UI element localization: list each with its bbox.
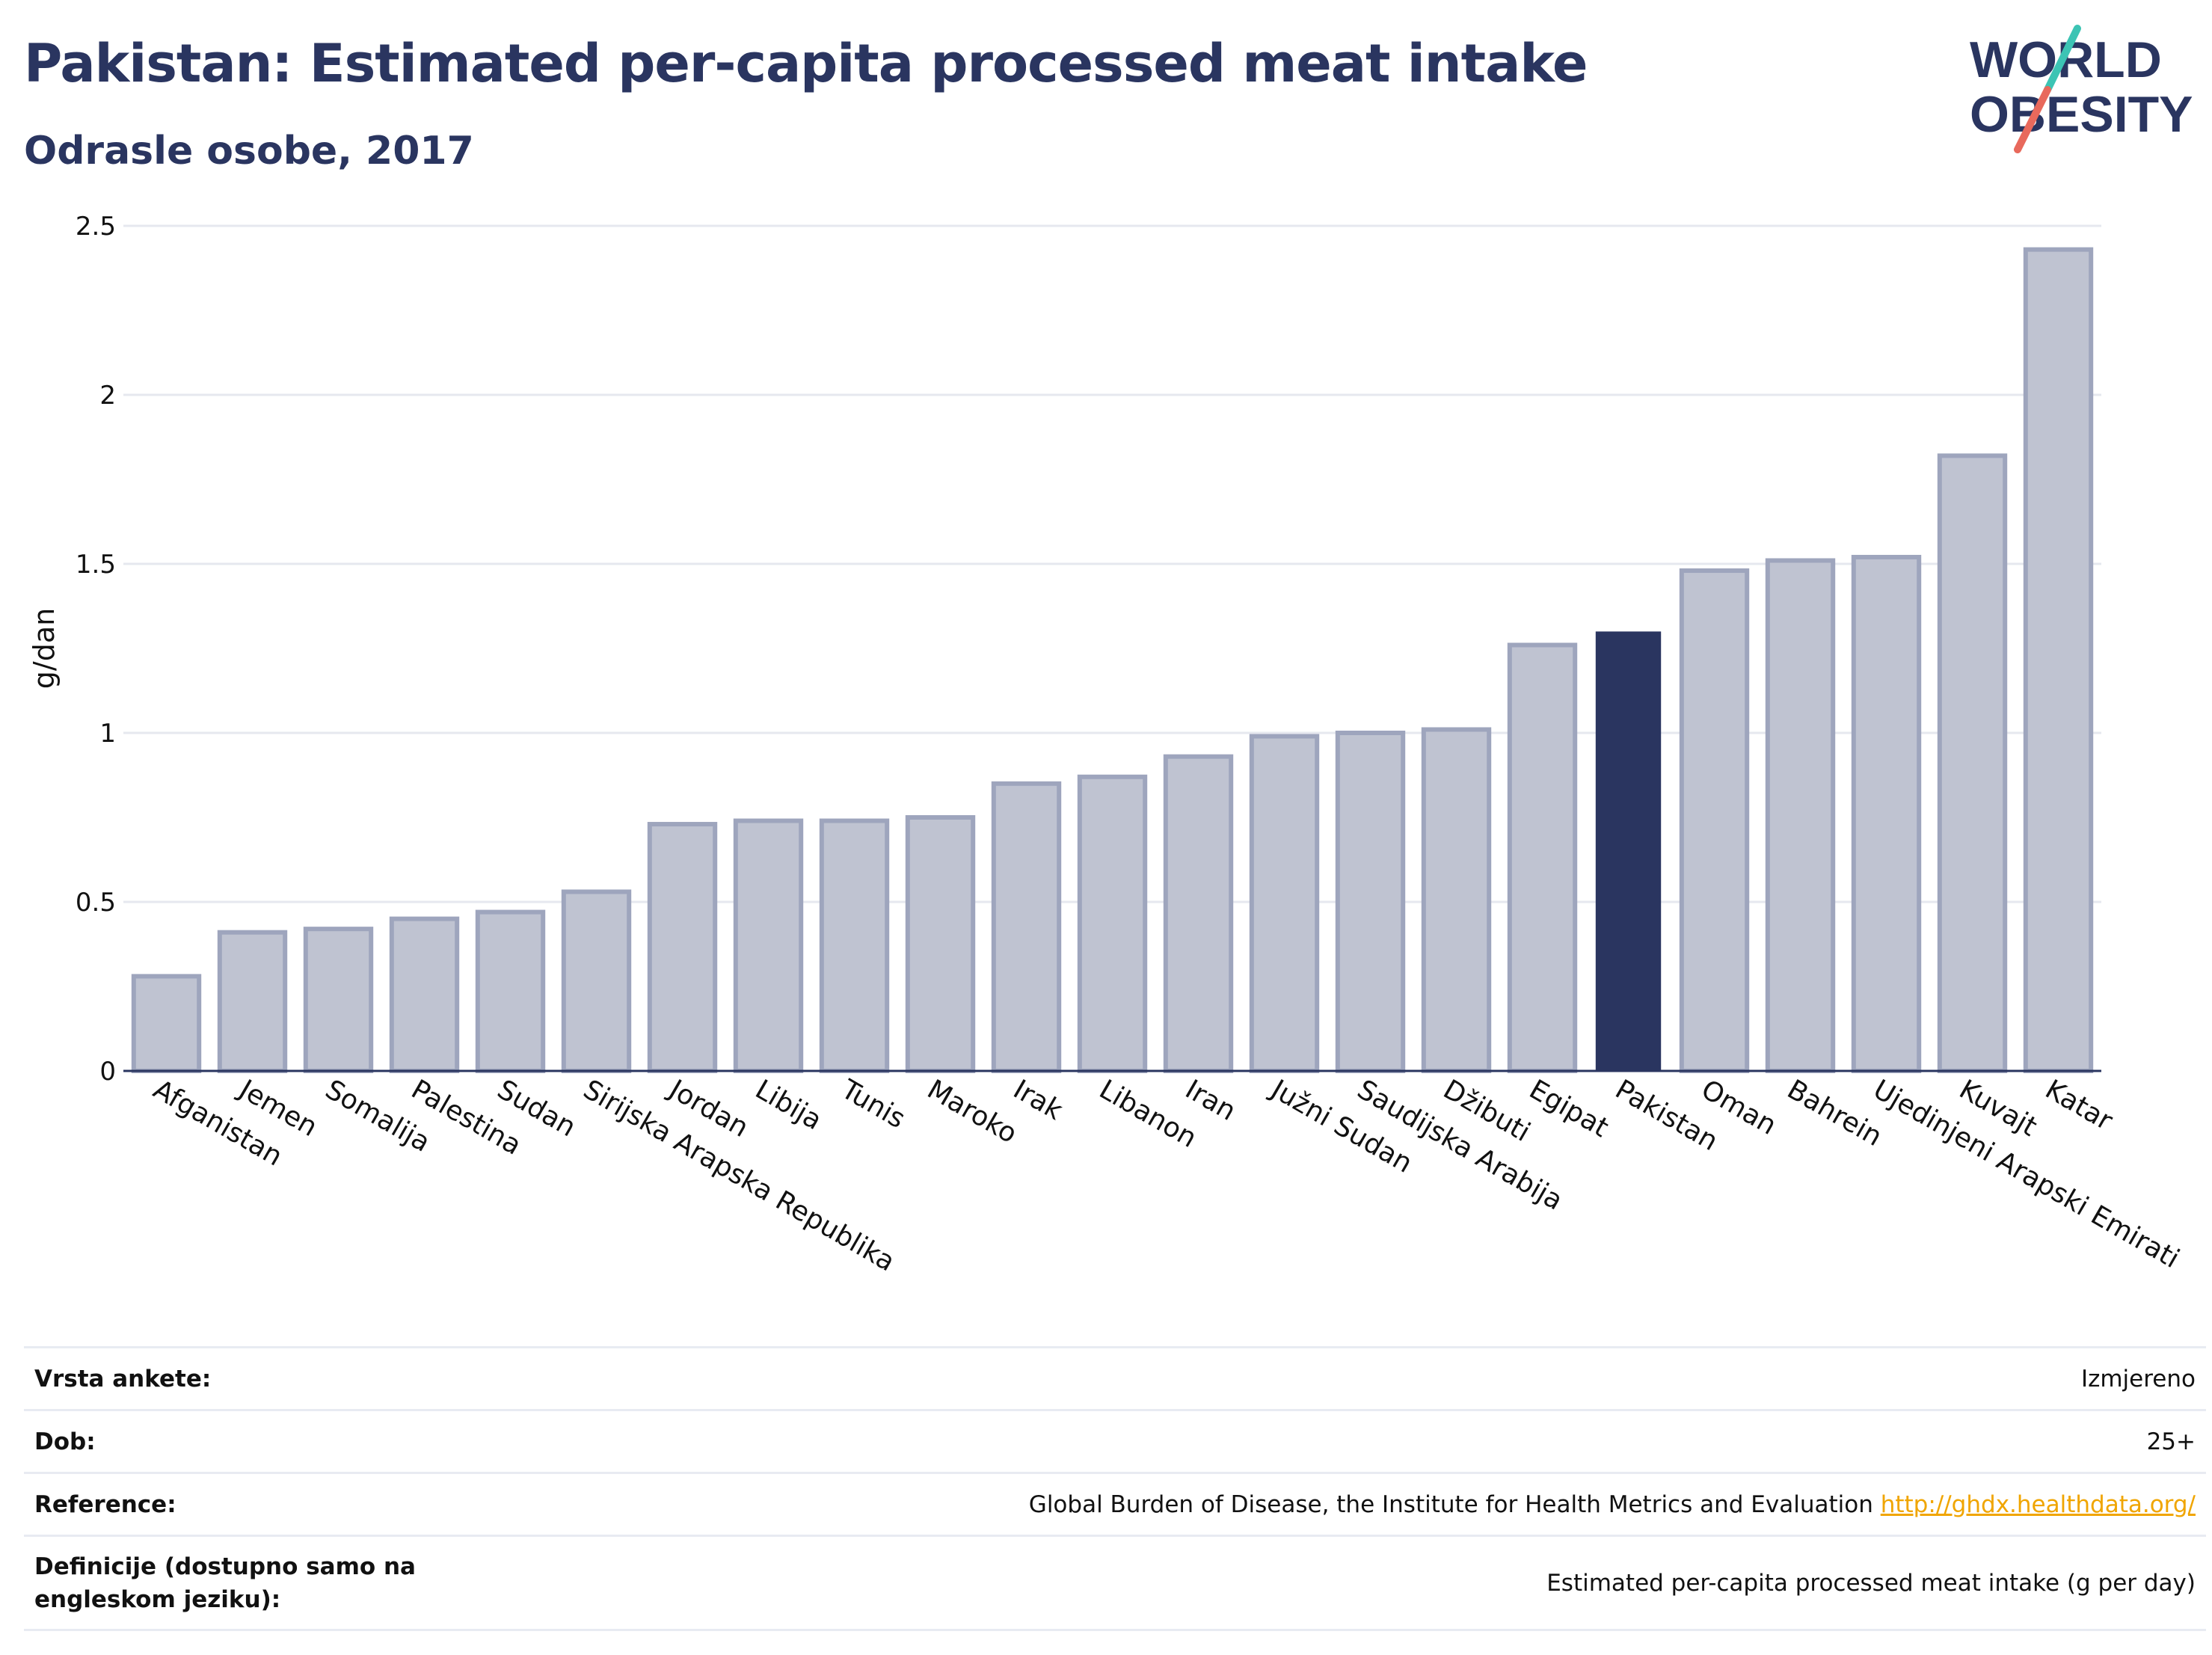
bar-chart: 0 0.5 1 1.5 2 2.5 g/dan AfganistanJemenSomalij… [28, 212, 2184, 1277]
x-tick-label: Libija [750, 1074, 827, 1136]
meta-label: Dob: [34, 1428, 96, 1455]
bar-libanon[interactable] [1077, 774, 1148, 1073]
x-tick-label: Libanon [1094, 1074, 1202, 1154]
y-tick-label: 0.5 [76, 888, 116, 918]
meta-row-age: Dob: 25+ [24, 1410, 2206, 1473]
logo-word-obesity: OBESITY [1970, 86, 2193, 143]
metadata-table: Vrsta ankete: Izmjereno Dob: 25+ Referen… [24, 1346, 2206, 1631]
world-obesity-logo[interactable]: WORLD OBESITY [1959, 21, 2199, 163]
meta-value: Izmjereno [2080, 1365, 2196, 1393]
bar-pakistan[interactable] [1595, 631, 1662, 1071]
bar-somalija[interactable] [303, 927, 374, 1074]
meta-row-reference: Reference: Global Burden of Disease, the… [24, 1473, 2206, 1536]
chart-subtitle: Odrasle osobe, 2017 [24, 129, 474, 174]
x-tick-label: Iran [1180, 1074, 1241, 1127]
bar-iran[interactable] [1163, 754, 1234, 1073]
bars [131, 247, 2094, 1074]
logo-slash-red [2014, 86, 2051, 153]
x-tick-label: Katar [2040, 1074, 2118, 1137]
y-tick-label: 2 [99, 381, 116, 411]
bar-sudan[interactable] [475, 909, 546, 1074]
y-axis: 0 0.5 1 1.5 2 2.5 g/dan [28, 212, 116, 1087]
bar-afganistan[interactable] [131, 974, 202, 1073]
x-tick-label: Bahrein [1782, 1074, 1887, 1152]
meta-label: Reference: [34, 1490, 176, 1518]
y-tick-label: 1.5 [76, 550, 116, 580]
x-tick-label: Irak [1008, 1074, 1068, 1126]
bar-bahrein[interactable] [1765, 558, 1836, 1073]
meta-value: 25+ [2146, 1428, 2196, 1455]
meta-label: Definicije (dostupno samo na engleskom j… [34, 1553, 416, 1613]
y-axis-label: g/dan [28, 608, 61, 689]
bar-irak[interactable] [991, 781, 1062, 1074]
x-tick-label: Egipat [1524, 1074, 1614, 1143]
bar-oman[interactable] [1679, 568, 1750, 1073]
chart-title: Pakistan: Estimated per-capita processed… [24, 33, 1588, 94]
meta-row-definitions: Definicije (dostupno samo na engleskom j… [24, 1535, 2206, 1630]
bar-tunis[interactable] [819, 818, 890, 1074]
bar-palestina[interactable] [389, 916, 460, 1073]
bar-jordan[interactable] [647, 822, 718, 1074]
reference-link[interactable]: http://ghdx.healthdata.org/ [1880, 1490, 2196, 1518]
meta-value: Estimated per-capita processed meat inta… [1546, 1569, 2196, 1597]
bar-kuvajt[interactable] [1937, 453, 2008, 1073]
bar-egipat[interactable] [1507, 642, 1578, 1073]
bar-džibuti[interactable] [1421, 727, 1492, 1073]
logo-slash-teal [2044, 25, 2081, 93]
x-tick-label: Tunis [835, 1074, 910, 1134]
bar-ujedinjeni-arapski-emirati[interactable] [1851, 554, 1922, 1073]
meta-label: Vrsta ankete: [34, 1365, 212, 1393]
bar-katar[interactable] [2023, 247, 2094, 1073]
bar-libija[interactable] [733, 818, 804, 1074]
x-tick-label: Maroko [922, 1074, 1022, 1149]
bar-saudijska-arabija[interactable] [1335, 731, 1406, 1073]
meta-row-survey-type: Vrsta ankete: Izmjereno [24, 1347, 2206, 1410]
bar-maroko[interactable] [905, 815, 976, 1073]
x-tick-label: Ujedinjeni Arapski Emirati [1868, 1074, 2184, 1274]
y-tick-label: 1 [99, 719, 116, 749]
x-axis: AfganistanJemenSomalijaPalestinaSudanSir… [123, 1069, 2184, 1277]
bar-sirijska-arapska-republika[interactable] [561, 889, 632, 1073]
meta-value: Global Burden of Disease, the Institute … [1028, 1490, 1873, 1518]
bar-južni-sudan[interactable] [1249, 734, 1320, 1074]
y-tick-label: 0 [99, 1057, 116, 1087]
y-tick-label: 2.5 [76, 212, 116, 242]
bar-jemen[interactable] [217, 930, 288, 1074]
